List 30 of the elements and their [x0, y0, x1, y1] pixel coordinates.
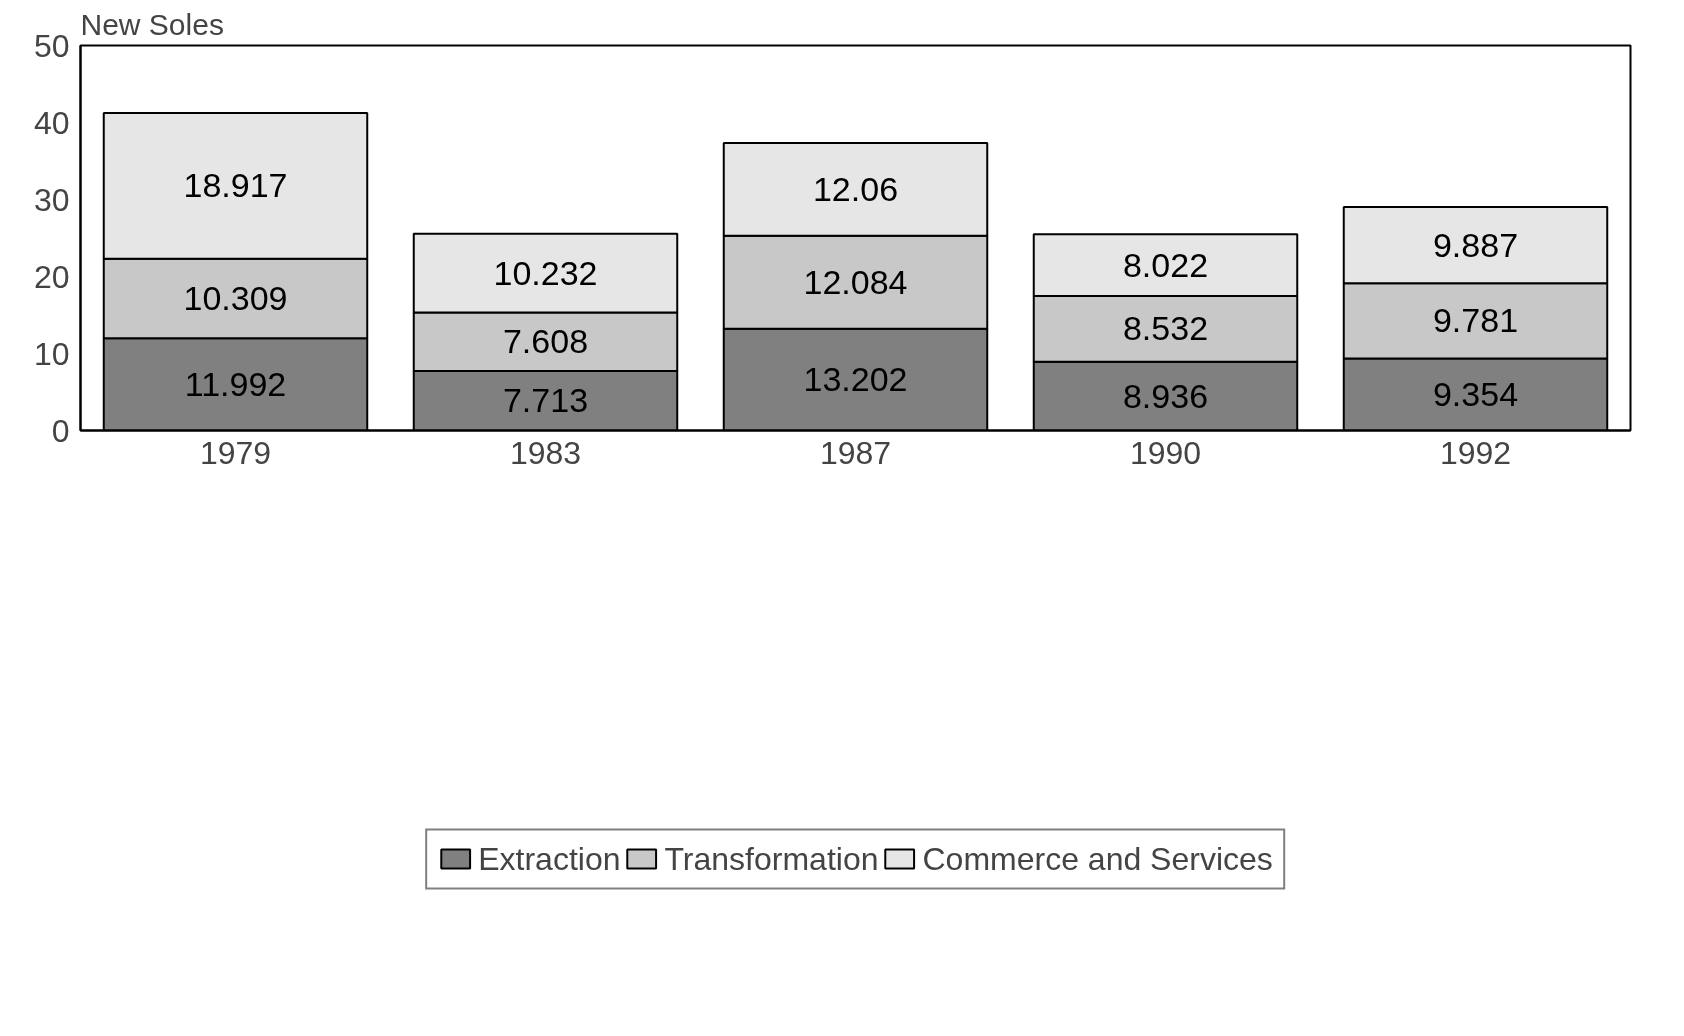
x-tick-label: 1992 — [1439, 434, 1512, 471]
data-label: 13.202 — [803, 360, 908, 399]
data-label: 8.936 — [1122, 376, 1209, 415]
data-label: 7.608 — [502, 322, 589, 361]
y-tick-label: 0 — [51, 412, 70, 449]
y-tick-label: 50 — [33, 27, 70, 64]
x-tick-label: 1990 — [1129, 434, 1202, 471]
y-axis-title: New Soles — [80, 7, 224, 41]
data-label: 10.232 — [493, 253, 598, 292]
y-tick-label: 20 — [33, 258, 70, 295]
x-tick-label: 1983 — [509, 434, 582, 471]
y-tick-label: 40 — [33, 104, 70, 141]
data-label: 9.781 — [1432, 301, 1519, 340]
data-label: 7.713 — [502, 381, 589, 420]
data-label: 12.06 — [812, 169, 899, 208]
data-label: 9.354 — [1432, 374, 1519, 413]
data-label: 8.022 — [1122, 245, 1209, 284]
data-label: 9.887 — [1432, 225, 1519, 264]
legend-label: Extraction — [478, 840, 621, 878]
legend-label: Transformation — [664, 840, 879, 878]
data-label: 12.084 — [803, 262, 908, 301]
x-tick-label: 1979 — [199, 434, 272, 471]
y-tick-label: 30 — [33, 181, 70, 218]
data-label: 10.309 — [183, 278, 288, 317]
legend-label: Commerce and Services — [922, 840, 1273, 878]
data-label: 8.532 — [1122, 309, 1209, 348]
x-tick-label: 1987 — [819, 434, 892, 471]
data-label: 11.992 — [184, 364, 287, 403]
y-tick-label: 10 — [33, 335, 70, 372]
data-label: 18.917 — [183, 166, 288, 205]
